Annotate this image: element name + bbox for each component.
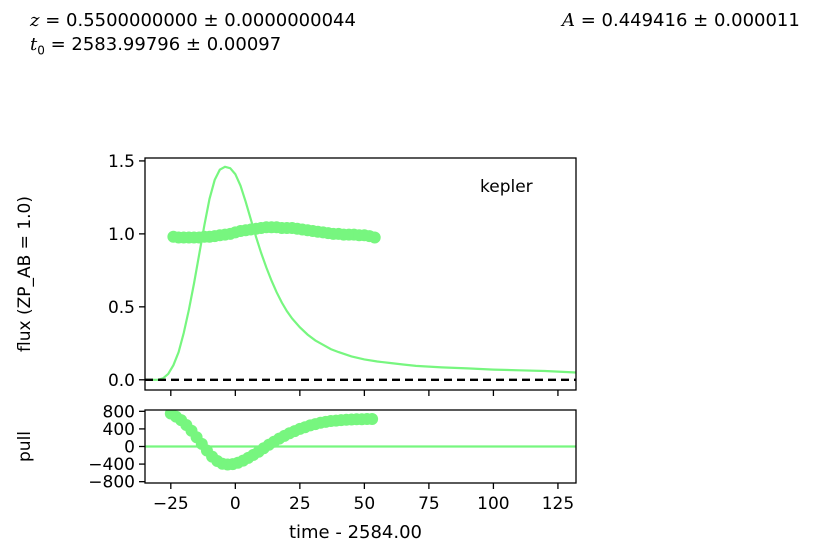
pull-xtick-label: 0 <box>230 494 241 514</box>
param-a: A = 0.449416 ± 0.000011 <box>562 10 800 31</box>
pull-ytick-label: −800 <box>88 473 135 493</box>
band-annotation: kepler <box>480 177 533 197</box>
flux-ytick-label: 1.0 <box>108 225 135 245</box>
param-a-value: 0.449416 <box>601 10 688 31</box>
pull-xtick-label: 100 <box>477 494 509 514</box>
param-z: z = 0.5500000000 ± 0.0000000044 <box>30 10 356 31</box>
flux-data-point <box>368 231 381 244</box>
pull-xtick-label: 75 <box>418 494 440 514</box>
pull-data-point <box>366 413 379 425</box>
flux-ytick-label: 1.5 <box>108 152 135 172</box>
param-a-symbol: A <box>562 10 575 31</box>
param-z-error: 0.0000000044 <box>224 10 356 31</box>
pull-ytick-label: 400 <box>103 420 135 440</box>
pull-ytick-label: −400 <box>88 455 135 475</box>
param-z-symbol: z <box>30 10 40 31</box>
pull-xtick-label: 50 <box>354 494 376 514</box>
pull-xtick-label: 25 <box>289 494 311 514</box>
pull-xtick-label: 125 <box>542 494 574 514</box>
flux-ylabel: flux (ZP_AB = 1.0) <box>15 196 35 352</box>
pull-xlabel: time - 2584.00 <box>289 522 422 543</box>
param-t0: t0 = 2583.99796 ± 0.00097 <box>30 34 282 58</box>
flux-ytick-label: 0.5 <box>108 298 135 318</box>
param-t0-symbol: t <box>30 34 38 55</box>
flux-ytick-label: 0.0 <box>108 371 135 391</box>
param-t0-error: 0.00097 <box>206 34 282 55</box>
param-a-error: 0.000011 <box>713 10 800 31</box>
pull-xtick-label: −25 <box>153 494 189 514</box>
pull-ytick-label: 800 <box>103 402 135 422</box>
flux-model-curve <box>145 165 576 381</box>
param-t0-subscript: 0 <box>37 43 45 58</box>
pull-ytick-label: 0 <box>124 438 135 458</box>
param-z-value: 0.5500000000 <box>66 10 198 31</box>
flux-axes-frame <box>144 157 577 391</box>
pull-ylabel: pull <box>15 431 35 462</box>
param-t0-value: 2583.99796 <box>71 34 181 55</box>
